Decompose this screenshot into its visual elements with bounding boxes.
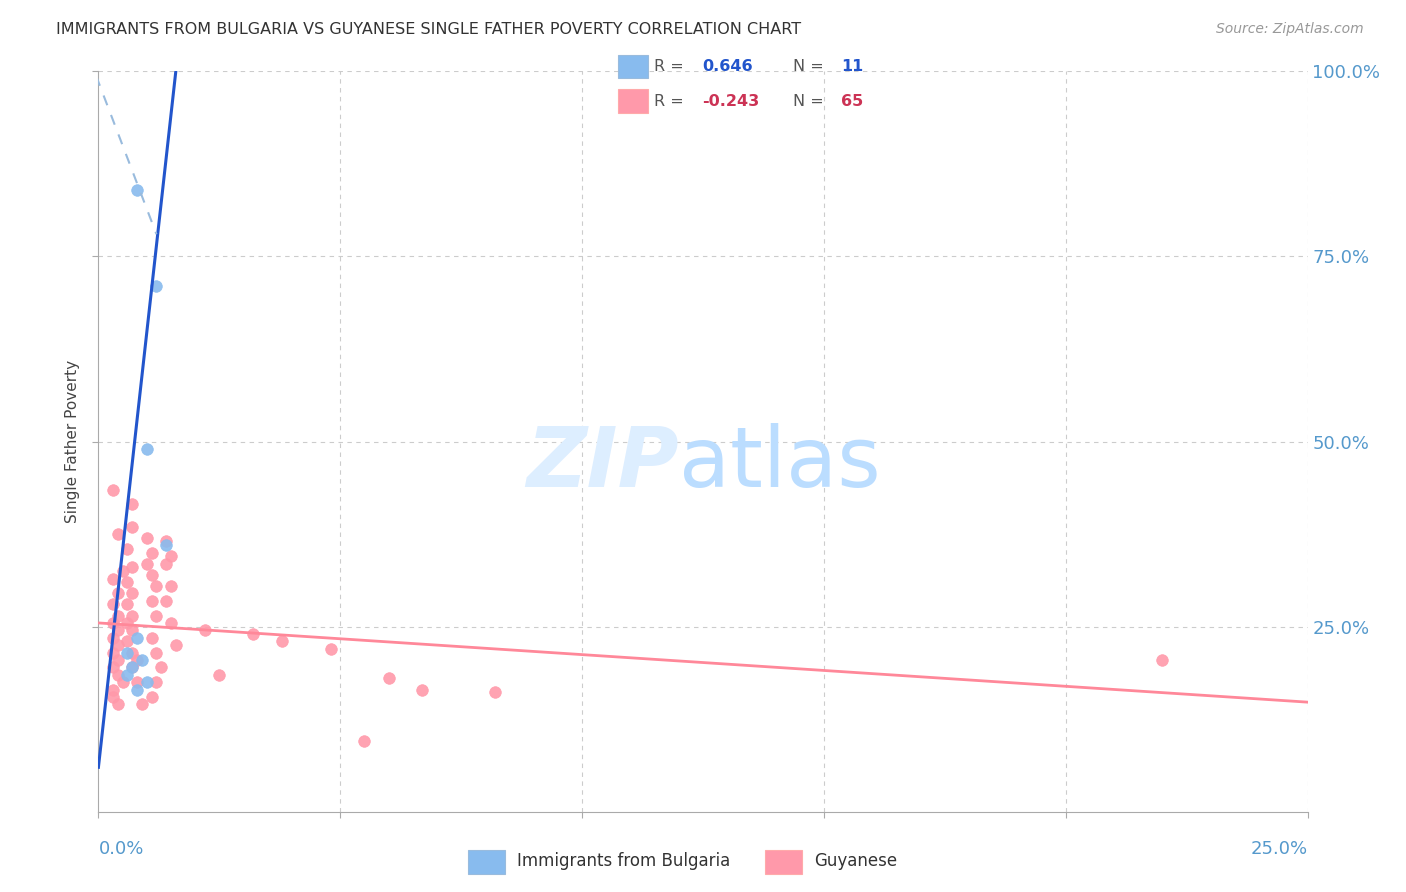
Point [145, 608, 167, 623]
Point [101, 598, 124, 612]
Point [107, 698, 129, 712]
Bar [617, 54, 648, 78]
Point [145, 279, 167, 293]
Point [121, 624, 143, 638]
Point [127, 631, 149, 645]
Text: 0.0%: 0.0% [98, 840, 143, 858]
Point [117, 541, 139, 556]
Point [121, 498, 143, 512]
Point [121, 608, 143, 623]
Point [101, 682, 124, 697]
Text: -0.243: -0.243 [703, 94, 759, 109]
Point [160, 615, 183, 630]
Text: R =: R = [654, 94, 689, 109]
Point [101, 615, 124, 630]
Point [155, 557, 177, 571]
Point [141, 631, 163, 645]
Bar [617, 89, 648, 113]
Point [127, 653, 149, 667]
Point [194, 624, 217, 638]
Point [1152, 653, 1174, 667]
Point [484, 685, 506, 699]
Text: Immigrants from Bulgaria: Immigrants from Bulgaria [517, 852, 731, 871]
Point [141, 690, 163, 704]
Point [121, 519, 143, 533]
Point [121, 660, 143, 674]
Point [117, 646, 139, 660]
Point [160, 549, 183, 564]
Point [117, 667, 139, 681]
Text: 65: 65 [841, 94, 863, 109]
Point [107, 667, 129, 681]
Bar [468, 850, 505, 874]
Point [117, 634, 139, 648]
Point [107, 586, 129, 600]
Text: ZIP: ZIP [526, 423, 679, 504]
Text: 11: 11 [841, 59, 863, 74]
Point [127, 675, 149, 690]
Point [155, 534, 177, 549]
Point [141, 567, 163, 582]
Point [117, 598, 139, 612]
Point [353, 734, 375, 748]
Point [135, 557, 157, 571]
Text: N =: N = [793, 59, 830, 74]
Point [107, 527, 129, 541]
Point [145, 646, 167, 660]
Point [101, 631, 124, 645]
Point [141, 593, 163, 607]
Point [271, 634, 294, 648]
Point [111, 564, 134, 578]
Text: IMMIGRANTS FROM BULGARIA VS GUYANESE SINGLE FATHER POVERTY CORRELATION CHART: IMMIGRANTS FROM BULGARIA VS GUYANESE SIN… [56, 22, 801, 37]
Point [101, 572, 124, 586]
Text: Guyanese: Guyanese [814, 852, 897, 871]
Point [150, 660, 173, 674]
Text: N =: N = [793, 94, 830, 109]
Text: 0.646: 0.646 [703, 59, 754, 74]
Point [155, 593, 177, 607]
Point [165, 638, 187, 652]
Point [127, 183, 149, 197]
Point [208, 667, 231, 681]
Point [131, 698, 153, 712]
Point [121, 646, 143, 660]
Point [319, 641, 342, 656]
Point [101, 483, 124, 497]
Point [242, 627, 264, 641]
Point [141, 546, 163, 560]
Text: 25.0%: 25.0% [1250, 840, 1308, 858]
Point [121, 560, 143, 574]
Point [101, 660, 124, 674]
Point [117, 575, 139, 590]
Point [145, 675, 167, 690]
Point [160, 579, 183, 593]
Point [111, 675, 134, 690]
Point [101, 646, 124, 660]
Point [135, 675, 157, 690]
Bar [765, 850, 801, 874]
Point [117, 615, 139, 630]
Point [107, 624, 129, 638]
Point [107, 653, 129, 667]
Point [145, 579, 167, 593]
Text: atlas: atlas [679, 423, 880, 504]
Point [411, 682, 433, 697]
Text: R =: R = [654, 59, 689, 74]
Point [107, 638, 129, 652]
Text: Source: ZipAtlas.com: Source: ZipAtlas.com [1216, 22, 1364, 37]
Point [127, 682, 149, 697]
Point [101, 690, 124, 704]
Point [155, 538, 177, 552]
Point [135, 531, 157, 545]
Point [121, 660, 143, 674]
Y-axis label: Single Father Poverty: Single Father Poverty [65, 360, 80, 523]
Point [135, 442, 157, 456]
Point [121, 586, 143, 600]
Point [377, 672, 399, 686]
Point [131, 653, 153, 667]
Point [107, 608, 129, 623]
